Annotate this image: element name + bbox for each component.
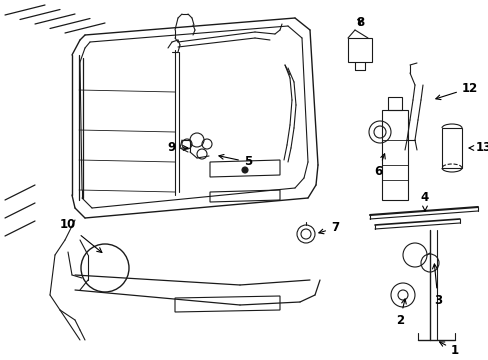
Text: 11: 11 <box>0 359 1 360</box>
Text: 2: 2 <box>395 299 406 327</box>
Text: 4: 4 <box>420 192 428 211</box>
Text: 6: 6 <box>373 154 385 179</box>
Text: 1: 1 <box>439 342 458 356</box>
Text: 10: 10 <box>60 219 102 252</box>
Text: 5: 5 <box>219 154 252 168</box>
Circle shape <box>301 229 310 239</box>
Text: 12: 12 <box>435 81 477 100</box>
Text: 9: 9 <box>167 141 187 154</box>
Circle shape <box>242 167 247 173</box>
Text: 8: 8 <box>355 15 364 28</box>
Text: 7: 7 <box>318 221 338 234</box>
Text: 3: 3 <box>431 264 441 306</box>
Text: 13: 13 <box>468 141 488 154</box>
